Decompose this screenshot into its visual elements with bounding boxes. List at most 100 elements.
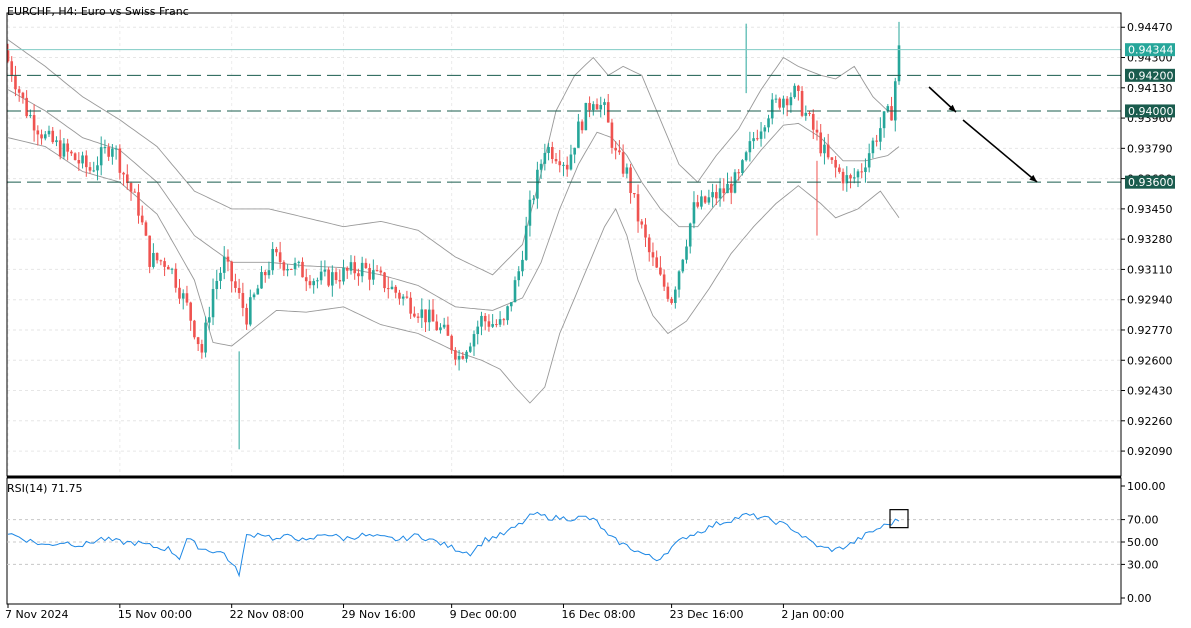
candle-body	[633, 193, 636, 195]
candle-body	[785, 98, 789, 106]
candle-body	[319, 271, 323, 281]
candle-body	[849, 175, 852, 179]
level-badge	[1125, 104, 1175, 118]
candle-body	[290, 268, 293, 270]
price-tick-label: 0.93280	[1127, 233, 1173, 246]
candle-body	[886, 106, 890, 112]
bollinger-lower	[7, 137, 900, 404]
candle-body	[506, 306, 509, 321]
candle-body	[99, 147, 103, 166]
candle-body	[379, 270, 383, 273]
candle-body	[103, 147, 107, 149]
candle-body	[811, 113, 815, 130]
candle-body	[614, 147, 617, 151]
candle-body	[584, 102, 588, 131]
candle-body	[521, 259, 524, 272]
candle-body	[304, 277, 308, 282]
candle-body	[133, 191, 137, 193]
candle-body	[834, 159, 837, 168]
candle-body	[125, 174, 129, 184]
candle-body	[316, 280, 319, 282]
candle-body	[368, 267, 371, 280]
down-arrow-short-head	[948, 104, 956, 112]
candle-body	[543, 153, 547, 164]
candle-body	[185, 293, 189, 303]
rsi-tick-label: 0.00	[1127, 592, 1152, 605]
candle-body	[688, 223, 692, 247]
candle-body	[644, 224, 647, 238]
candle-body	[457, 356, 461, 360]
candle-body	[219, 272, 222, 281]
candle-body	[830, 157, 834, 160]
candle-body	[323, 269, 327, 272]
candle-body	[454, 350, 457, 360]
candle-body	[610, 122, 614, 148]
rsi-panel-frame	[6, 477, 1122, 605]
candle-body	[468, 346, 472, 352]
candle-body	[681, 259, 685, 272]
candle-body	[763, 127, 767, 132]
candle-body	[312, 281, 315, 286]
candle-body	[29, 115, 32, 117]
candle-body	[871, 140, 875, 154]
candle-body	[800, 91, 804, 116]
candle-body	[308, 281, 312, 286]
candle-body	[297, 261, 301, 263]
candle-body	[170, 268, 174, 270]
candle-body	[222, 256, 226, 273]
candle-body	[629, 167, 632, 194]
price-tick-label: 0.92090	[1127, 445, 1173, 458]
candle-body	[550, 147, 554, 160]
rsi-name: RSI(14)	[7, 482, 48, 495]
candle-body	[789, 97, 793, 106]
candle-body	[487, 321, 491, 327]
candle-body	[36, 130, 40, 135]
candle-body	[118, 148, 122, 173]
candle-body	[498, 319, 502, 325]
candle-body	[211, 289, 215, 318]
candle-body	[893, 81, 897, 121]
candle-body	[759, 131, 763, 139]
candle-body	[502, 319, 506, 321]
candle-body	[77, 159, 81, 164]
rsi-panel: 0.00 30.00 50.00 70.00 100.00	[7, 480, 1166, 605]
candle-body	[301, 261, 304, 278]
candle-body	[152, 252, 155, 267]
candle-body	[167, 266, 170, 270]
price-tick-label: 0.92940	[1127, 294, 1173, 307]
candle-body	[424, 309, 427, 323]
level-badge	[1125, 68, 1175, 82]
candle-body	[692, 202, 696, 224]
candle-body	[890, 106, 893, 121]
candle-body	[196, 337, 200, 345]
candle-body	[241, 293, 245, 308]
candle-body	[715, 192, 718, 199]
candle-body	[718, 188, 722, 199]
candle-body	[495, 324, 498, 326]
candle-body	[852, 177, 856, 179]
candle-body	[711, 192, 714, 198]
candle-body	[446, 324, 450, 336]
candle-body	[107, 147, 110, 157]
candle-body	[92, 170, 96, 172]
price-tick-label: 0.92770	[1127, 324, 1173, 337]
candle-body	[539, 163, 543, 170]
candle-body	[47, 130, 51, 135]
candle-body	[431, 309, 435, 322]
candle-body	[625, 167, 629, 174]
time-tick-label: 29 Nov 16:00	[342, 608, 416, 621]
candle-body	[879, 128, 882, 142]
candle-body	[401, 296, 405, 299]
candle-body	[237, 287, 241, 294]
candle-body	[55, 140, 58, 143]
candle-body	[569, 154, 573, 170]
price-tick-label: 0.93110	[1127, 263, 1173, 276]
candle-body	[66, 143, 69, 152]
candle-body	[819, 132, 823, 154]
time-tick-label: 15 Nov 00:00	[118, 608, 192, 621]
candle-body	[509, 302, 513, 307]
candle-body	[618, 150, 621, 153]
candle-body	[480, 315, 483, 327]
candle-body	[700, 196, 703, 207]
